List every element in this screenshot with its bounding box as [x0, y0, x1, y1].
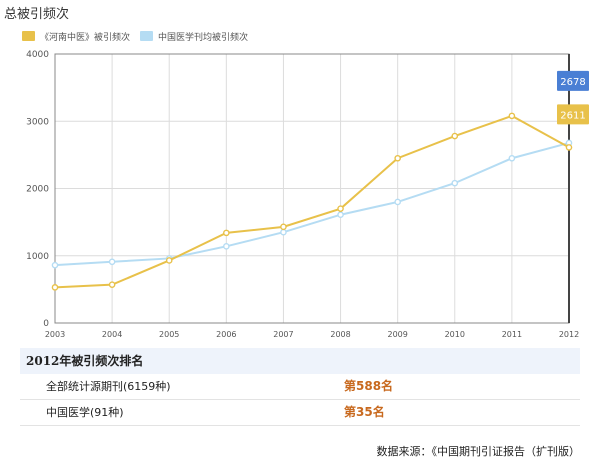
legend-item-journal[interactable]: 《河南中医》被引频次 [22, 30, 130, 43]
series-line-0 [54, 114, 570, 289]
end-value-badge [557, 104, 589, 125]
end-value-badge [557, 70, 589, 91]
data-point [394, 198, 401, 206]
data-point [280, 228, 287, 236]
data-point [223, 229, 230, 237]
data-point [108, 281, 116, 288]
x-tick-label: 2009 [387, 330, 407, 339]
x-tick-label: 2003 [45, 330, 65, 339]
data-point [394, 154, 401, 162]
data-point [280, 223, 287, 231]
x-tick-label: 2010 [445, 330, 465, 339]
end-value-label: 2678 [560, 77, 585, 88]
ranking-row-all: 全部统计源期刊(6159种) 第588名 [20, 374, 580, 400]
ranking-row-medicine: 中国医学(91种) 第35名 [20, 400, 580, 426]
x-tick-label: 2007 [273, 330, 293, 339]
ranking-value: 第35名 [344, 405, 385, 419]
y-tick-label: 3000 [26, 117, 49, 127]
y-tick-label: 1000 [26, 252, 49, 262]
legend-swatch-journal [22, 31, 35, 41]
x-tick-label: 2005 [159, 330, 179, 339]
y-tick-label: 0 [43, 319, 49, 329]
data-point [508, 112, 516, 120]
x-tick-label: 2004 [102, 330, 122, 339]
line-chart: 0 1000 2000 3000 4000 2003 2004 2005 2006 2007 200… [26, 50, 589, 339]
data-point [508, 154, 516, 162]
x-tick-label: 2006 [216, 330, 236, 339]
data-point [451, 179, 459, 187]
y-tick-label: 4000 [26, 50, 49, 60]
chart-title: 总被引频次 [4, 7, 70, 22]
data-point [51, 261, 59, 269]
x-tick-label: 2008 [330, 330, 350, 339]
legend-label-average: 中国医学刊均被引频次 [158, 32, 249, 43]
data-point [51, 284, 59, 291]
data-point [451, 132, 459, 140]
data-point [108, 258, 116, 266]
legend-label-journal: 《河南中医》被引频次 [40, 32, 131, 43]
series-line-1 [54, 141, 570, 267]
data-source-note: 数据来源：《中国期刊引证报告（扩刊版） [376, 445, 581, 458]
x-tick-label: 2011 [502, 330, 522, 339]
data-point [337, 205, 344, 212]
x-tick-label: 2012 [559, 330, 579, 339]
legend-item-average[interactable]: 中国医学刊均被引频次 [140, 30, 248, 43]
data-point [337, 211, 344, 219]
data-point [565, 144, 573, 151]
chart-legend: 《河南中医》被引频次 中国医学刊均被引频次 [22, 28, 258, 44]
y-tick-label: 2000 [26, 185, 49, 195]
ranking-value: 第588名 [344, 379, 394, 393]
data-point [223, 243, 230, 250]
ranking-section: 2012年被引频次排名 全部统计源期刊(6159种) 第588名 中国医学(91… [20, 348, 580, 426]
legend-swatch-average [140, 31, 154, 41]
ranking-label: 中国医学(91种) [46, 406, 124, 419]
data-point [165, 257, 173, 264]
end-value-label: 2611 [560, 110, 585, 121]
ranking-label: 全部统计源期刊(6159种) [46, 380, 171, 393]
ranking-header: 2012年被引频次排名 [20, 348, 580, 374]
